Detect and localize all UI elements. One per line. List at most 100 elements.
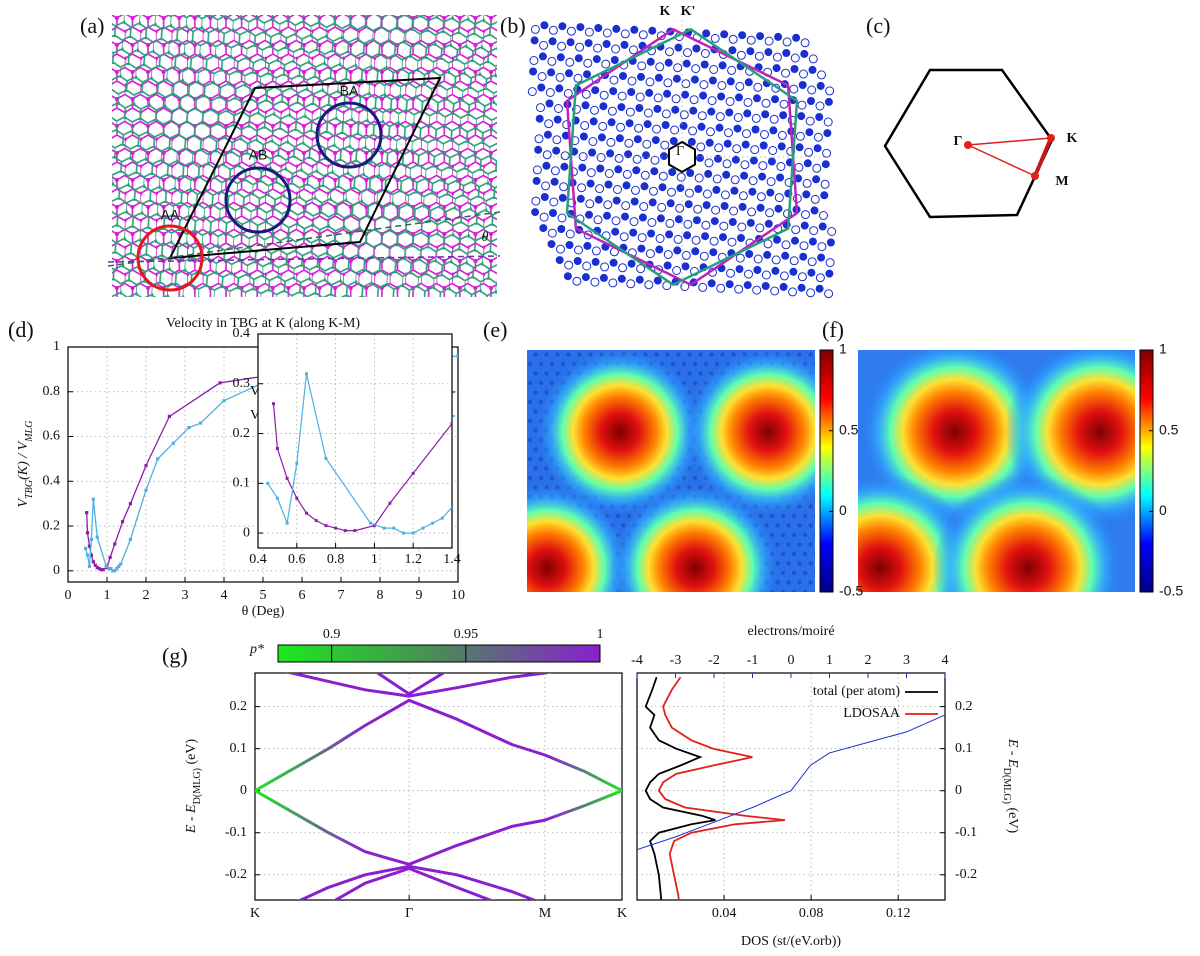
lattice-point — [648, 26, 657, 35]
lattice-point — [790, 53, 800, 63]
lattice-point — [737, 234, 745, 242]
lattice-point — [537, 72, 547, 81]
lattice-point — [719, 233, 727, 242]
lattice-point — [575, 42, 585, 52]
panel-label: (c) — [866, 13, 890, 38]
brillouin-zone — [565, 27, 799, 287]
lattice-point — [789, 267, 798, 276]
lattice-point — [637, 72, 645, 81]
lattice-point — [756, 192, 766, 202]
lattice-point — [825, 86, 835, 96]
lattice-point — [608, 278, 618, 288]
lattice-point — [753, 266, 762, 274]
data-point — [324, 524, 328, 528]
hexagon — [883, 68, 1054, 219]
lattice-point — [710, 33, 720, 43]
lattice-point — [769, 114, 779, 124]
lattice-point — [726, 77, 735, 86]
lattice-point — [777, 130, 787, 140]
data-point — [369, 521, 373, 525]
lattice-point — [642, 151, 650, 160]
lattice-point — [806, 288, 816, 298]
lattice-point — [599, 273, 608, 282]
x2-axis-label: electrons/moiré — [747, 624, 834, 639]
lattice-point — [817, 242, 827, 252]
data-point — [456, 354, 458, 358]
lattice-point — [725, 280, 734, 289]
lattice-point — [572, 104, 581, 114]
x-tick-label: 4 — [221, 588, 228, 603]
lattice-point — [545, 88, 555, 97]
lattice-point — [593, 215, 603, 225]
lattice-point — [702, 29, 711, 38]
lattice-point — [681, 262, 690, 271]
lattice-point — [629, 217, 639, 227]
series-group — [255, 673, 622, 900]
data-point — [109, 566, 113, 571]
lattice-point — [591, 86, 600, 95]
lattice-point — [581, 273, 590, 282]
series-group — [637, 676, 945, 900]
lattice-point — [673, 63, 683, 73]
lattice-point — [681, 90, 690, 99]
lattice-point — [772, 52, 782, 62]
data-point — [113, 569, 117, 573]
lattice-point — [633, 135, 642, 144]
colorbar-label: 0 — [839, 502, 847, 518]
lattice-point — [594, 195, 603, 204]
lattice-point — [709, 65, 719, 74]
data-point — [440, 516, 444, 520]
lattice-point — [565, 69, 573, 78]
lattice-point — [715, 123, 724, 132]
data-point — [113, 542, 117, 546]
lattice-point — [591, 257, 600, 266]
lattice-point — [565, 229, 575, 239]
lattice-point — [629, 45, 638, 55]
lattice-point — [767, 157, 776, 166]
lattice-point — [675, 203, 685, 213]
lattice-point — [579, 132, 588, 141]
lattice-point — [555, 256, 564, 265]
lattice-point — [779, 271, 789, 281]
band — [284, 673, 553, 698]
lattice-point — [714, 143, 724, 153]
lattice-point — [616, 122, 626, 132]
lattice-point — [614, 153, 624, 163]
y-tick-label: 0.1 — [233, 476, 251, 491]
lattice-point — [748, 187, 757, 196]
lattice-point — [686, 169, 695, 177]
lattice-point — [763, 250, 772, 259]
data-point — [411, 471, 415, 475]
lattice-point — [684, 200, 693, 209]
x-tick-label: K — [617, 906, 627, 921]
point-label: Γ — [676, 144, 684, 159]
lattice-point — [683, 48, 692, 58]
lattice-point — [676, 184, 685, 193]
lattice-point — [781, 68, 791, 78]
label-part: (K) / V — [16, 440, 31, 480]
lattice-point — [761, 110, 770, 119]
band — [332, 867, 495, 900]
lattice-point — [534, 145, 543, 154]
lattice-point — [759, 141, 768, 150]
lattice-point — [549, 197, 559, 207]
x-tick-label: 1 — [104, 588, 111, 603]
lattice-point — [634, 123, 644, 133]
data-point — [703, 248, 706, 251]
lattice-point — [661, 121, 670, 129]
colorbar-label: 0 — [1159, 502, 1167, 518]
lattice-point — [583, 58, 593, 68]
legend-label: LDOSAA — [843, 706, 901, 721]
region-circle — [224, 166, 292, 234]
colorbar-label: 0.5 — [1159, 421, 1179, 437]
lattice-point — [538, 52, 547, 61]
lattice-point — [584, 27, 594, 37]
lattice-point — [766, 188, 775, 197]
data-point — [489, 382, 492, 385]
lattice-point — [727, 237, 737, 247]
lattice-point — [652, 124, 662, 134]
label-part: TBG — [24, 479, 35, 499]
data-point — [314, 519, 318, 523]
lattice-point — [674, 43, 683, 52]
